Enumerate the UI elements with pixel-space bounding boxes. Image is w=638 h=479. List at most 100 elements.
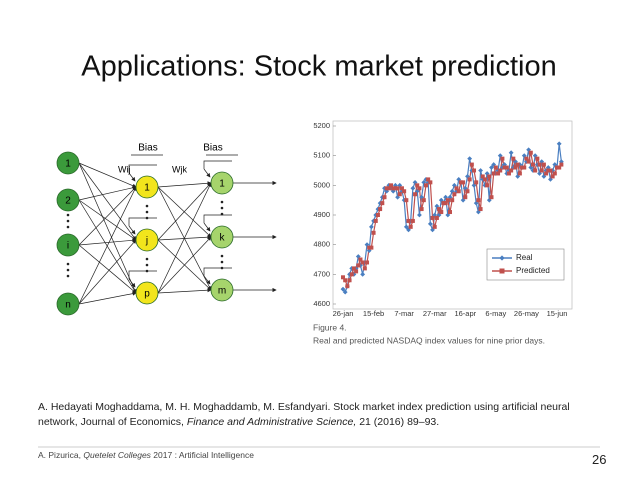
connection [78, 238, 137, 246]
data-point [478, 207, 483, 212]
data-point [541, 162, 546, 167]
neuron-label: 1 [65, 159, 71, 170]
data-point [544, 171, 549, 176]
x-tick-label: 15-jun [547, 309, 568, 318]
ellipsis-dot [66, 213, 70, 217]
data-point [469, 168, 475, 173]
connection [78, 186, 137, 305]
x-tick-label: 6-may [485, 309, 506, 318]
data-point [550, 174, 555, 179]
data-point [419, 194, 425, 200]
data-point [484, 171, 490, 176]
data-point [528, 165, 534, 170]
data-point [421, 198, 426, 203]
connection [78, 186, 137, 246]
data-point [417, 212, 422, 218]
data-point [369, 245, 374, 250]
data-point [412, 179, 418, 185]
citation-text: 21 (2016) 89–93. [356, 416, 440, 428]
data-point [458, 180, 463, 185]
connection [78, 291, 137, 305]
legend-box [486, 248, 565, 281]
data-point [509, 168, 514, 173]
ellipsis-dot [220, 206, 224, 210]
data-point [340, 286, 346, 292]
citation-text: A. Hedayati Moghaddama, M. H. Moghaddamb… [38, 401, 570, 428]
slide-title: Applications: Stock market prediction [81, 51, 557, 83]
data-point [548, 168, 553, 173]
data-point [380, 201, 385, 206]
data-point [397, 182, 403, 188]
data-point [428, 180, 433, 185]
data-point [423, 183, 428, 188]
neuron-label: i [67, 241, 69, 252]
ellipsis-dot [145, 216, 149, 220]
data-point [530, 162, 535, 167]
data-point [343, 278, 348, 283]
data-point [417, 186, 422, 191]
data-point [447, 194, 453, 200]
data-point [559, 162, 564, 167]
legend-label: Real [516, 253, 533, 262]
legend-marker [499, 268, 505, 274]
data-point [556, 141, 562, 147]
data-point [497, 153, 503, 159]
data-point [391, 186, 396, 191]
data-point [430, 215, 435, 220]
data-point [354, 269, 359, 274]
data-point [506, 171, 511, 176]
data-point [389, 183, 394, 188]
ellipsis-dot [66, 262, 70, 266]
data-point [406, 218, 411, 223]
data-point [443, 201, 448, 206]
neuron [135, 281, 159, 305]
data-point [517, 171, 522, 176]
data-point [434, 215, 439, 220]
data-point [393, 186, 398, 191]
connection [78, 185, 137, 201]
data-point [390, 188, 396, 194]
data-point [491, 162, 497, 167]
data-point [557, 165, 562, 170]
data-point [441, 201, 446, 206]
data-point [347, 278, 352, 283]
data-point [427, 221, 433, 227]
data-point [450, 198, 455, 203]
plot-frame [332, 120, 573, 310]
neuron [135, 175, 159, 199]
data-point [539, 168, 544, 173]
data-point [415, 183, 420, 188]
weight-label: Wjk [172, 164, 187, 174]
ellipsis-dot [220, 212, 224, 216]
data-point [485, 183, 490, 188]
ellipsis-dot [66, 225, 70, 229]
data-point [367, 245, 372, 250]
bias-arrow [128, 164, 157, 181]
footer-text: A. Pizurica, [38, 450, 84, 460]
connection [157, 288, 212, 294]
data-point [482, 182, 488, 188]
data-point [454, 186, 459, 191]
y-tick-label: 5000 [313, 180, 330, 189]
figure-caption: Real and predicted NASDAQ index values f… [313, 335, 545, 345]
data-point [502, 165, 507, 170]
neuron-label: 1 [219, 179, 225, 190]
data-point [360, 271, 366, 277]
data-point [365, 260, 370, 265]
x-tick-label: 15-feb [363, 309, 384, 318]
neuron-label: n [65, 300, 71, 311]
data-point [356, 263, 361, 268]
data-point [465, 189, 470, 194]
data-point [467, 177, 472, 182]
data-point [526, 159, 531, 164]
ellipsis-dot [66, 274, 70, 278]
data-point [439, 210, 444, 215]
data-point [452, 192, 457, 197]
data-point [480, 174, 485, 179]
footer-text: 2017 : Artificial Intelligence [150, 450, 254, 460]
data-point [360, 260, 365, 265]
data-point [426, 177, 431, 182]
bias-arrow [203, 160, 232, 177]
data-point [472, 168, 477, 173]
